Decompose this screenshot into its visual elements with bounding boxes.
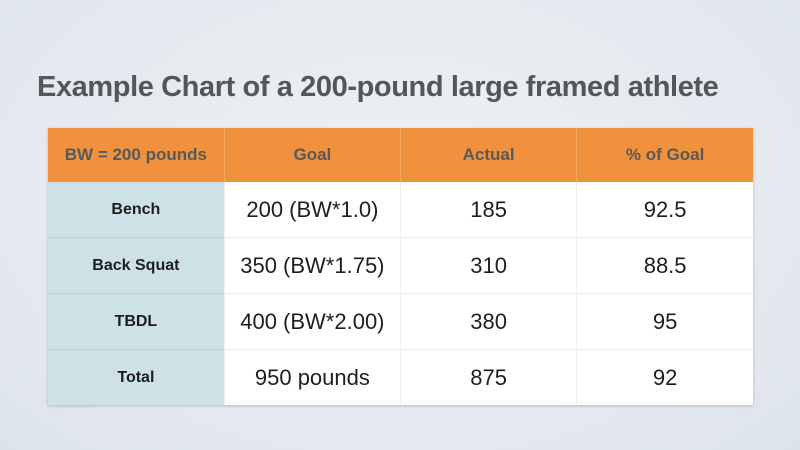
column-header-actual: Actual bbox=[399, 128, 577, 182]
table-header-row: BW = 200 pounds Goal Actual % of Goal bbox=[48, 128, 753, 182]
row-label-cell: Bench bbox=[48, 182, 225, 238]
actual-cell: 310 bbox=[399, 237, 577, 294]
column-header-percent-of-goal: % of Goal bbox=[576, 128, 753, 182]
row-label-cell: TBDL bbox=[48, 293, 225, 350]
actual-cell: 380 bbox=[399, 293, 577, 350]
table-row-tbdl: TBDL 400 (BW*2.00) 380 95 bbox=[48, 293, 753, 350]
goal-cell: 400 (BW*2.00) bbox=[223, 293, 401, 350]
row-label-cell: Total bbox=[48, 349, 225, 405]
table-row-total: Total 950 pounds 875 92 bbox=[48, 349, 753, 405]
column-header-goal: Goal bbox=[223, 128, 401, 182]
percent-of-goal-cell: 95 bbox=[576, 293, 753, 350]
percent-of-goal-cell: 92.5 bbox=[576, 182, 753, 238]
table-row-bench: Bench 200 (BW*1.0) 185 92.5 bbox=[48, 182, 753, 238]
column-header-bodyweight: BW = 200 pounds bbox=[48, 128, 225, 182]
percent-of-goal-cell: 88.5 bbox=[576, 237, 753, 294]
goal-cell: 950 pounds bbox=[223, 349, 401, 405]
actual-cell: 185 bbox=[399, 182, 577, 238]
actual-cell: 875 bbox=[399, 349, 577, 405]
row-label-cell: Back Squat bbox=[48, 237, 225, 294]
goal-cell: 200 (BW*1.0) bbox=[223, 182, 401, 238]
athlete-strength-table: BW = 200 pounds Goal Actual % of Goal Be… bbox=[48, 128, 753, 405]
slide-title: Example Chart of a 200-pound large frame… bbox=[37, 71, 719, 103]
goal-cell: 350 (BW*1.75) bbox=[223, 237, 401, 294]
table-row-back-squat: Back Squat 350 (BW*1.75) 310 88.5 bbox=[48, 237, 753, 294]
percent-of-goal-cell: 92 bbox=[576, 349, 753, 405]
